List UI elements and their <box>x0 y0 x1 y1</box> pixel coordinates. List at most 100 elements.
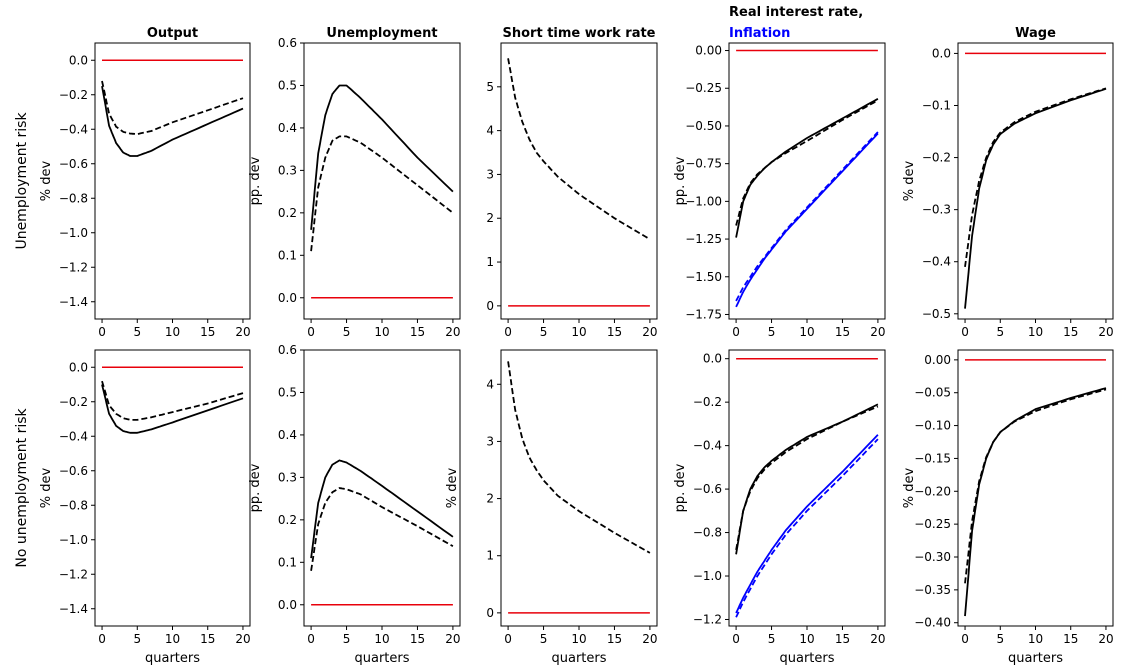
x-tick-label: 20 <box>445 632 460 646</box>
x-tick-label: 0 <box>98 632 106 646</box>
y-tick-label: −0.2 <box>59 88 88 102</box>
y-tick-label: 0 <box>486 606 494 620</box>
y-tick-label: 0.4 <box>278 428 297 442</box>
x-tick-label: 15 <box>607 632 622 646</box>
x-tick-label: 10 <box>165 632 180 646</box>
y-tick-label: −0.2 <box>59 395 88 409</box>
y-tick-label: 0.5 <box>278 385 297 399</box>
black-dashed-series-line <box>310 487 454 571</box>
y-tick-label: −0.25 <box>685 81 722 95</box>
panel-r0-c4: 0 5 10 15 20 0.0 −0.1 −0.2 −0.3 −0.4 −0.5 % dev Wage <box>902 26 1114 339</box>
x-tick-label: 10 <box>799 325 814 339</box>
y-tick-label: 1 <box>486 255 494 269</box>
y-tick-label: −0.50 <box>685 119 722 133</box>
y-tick-label: 0.0 <box>932 46 951 60</box>
black-dashed-series-line <box>507 361 651 554</box>
y-tick-label: −0.6 <box>59 157 88 171</box>
axes-frame <box>957 349 1114 627</box>
y-tick-label: −0.8 <box>693 526 722 540</box>
black-dashed-series-line <box>735 99 879 226</box>
x-tick-label: 10 <box>374 632 389 646</box>
axes-frame <box>94 42 251 320</box>
panel-title: Output <box>147 26 198 41</box>
x-tick-label: 20 <box>642 325 657 339</box>
x-axis-label: quarters <box>551 651 606 666</box>
x-tick-label: 15 <box>1063 632 1078 646</box>
x-tick-label: 10 <box>374 325 389 339</box>
y-tick-label: −0.30 <box>914 550 951 564</box>
x-tick-label: 10 <box>1028 325 1043 339</box>
y-tick-label: −1.4 <box>59 295 88 309</box>
y-tick-label: −0.20 <box>914 484 951 498</box>
y-tick-label: 0.0 <box>278 291 297 305</box>
panel-title: Real interest rate, <box>729 5 863 20</box>
axes-frame <box>94 349 251 627</box>
black-dashed-series-line <box>507 58 651 241</box>
y-tick-label: −0.15 <box>914 451 951 465</box>
row-label-unemployment-risk: Unemployment risk <box>14 112 30 250</box>
x-tick-label: 0 <box>98 325 106 339</box>
y-tick-label: −1.00 <box>685 194 722 208</box>
y-tick-label: 3 <box>486 167 494 181</box>
blue-dashed-series-line <box>735 131 879 302</box>
black-dashed-series-line <box>964 388 1107 584</box>
y-tick-label: −0.8 <box>59 498 88 512</box>
x-tick-label: 10 <box>1028 632 1043 646</box>
y-tick-label: 1 <box>486 549 494 563</box>
x-tick-label: 5 <box>343 325 351 339</box>
y-tick-label: −0.4 <box>59 429 88 443</box>
x-tick-label: 20 <box>642 632 657 646</box>
y-tick-label: 0.0 <box>278 598 297 612</box>
x-tick-label: 0 <box>307 632 315 646</box>
y-axis-label: pp. dev <box>248 156 263 205</box>
x-tick-label: 10 <box>165 325 180 339</box>
y-tick-label: 0.2 <box>278 206 297 220</box>
panel-title: Wage <box>1015 26 1056 41</box>
x-tick-label: 20 <box>235 325 250 339</box>
x-tick-label: 15 <box>835 325 850 339</box>
row-label-no-unemployment-risk: No unemployment risk <box>14 408 30 568</box>
blue-dashed-series-line <box>735 438 879 618</box>
x-tick-label: 15 <box>410 632 425 646</box>
y-tick-label: 0.1 <box>278 555 297 569</box>
x-tick-label: 0 <box>961 325 969 339</box>
black-solid-series-line <box>310 459 454 559</box>
panel-title: Short time work rate <box>503 26 656 41</box>
y-tick-label: −0.35 <box>914 583 951 597</box>
x-axis-label: quarters <box>354 651 409 666</box>
y-axis-label: % dev <box>902 160 917 201</box>
y-axis-label: pp. dev <box>673 463 688 512</box>
y-axis-label: % dev <box>902 467 917 508</box>
axes-frame <box>303 42 461 320</box>
x-axis-label: quarters <box>779 651 834 666</box>
black-solid-series-line <box>735 403 879 555</box>
panel-r1-c0: 0 5 10 15 20 0.0 −0.2 −0.4 −0.6 −0.8 −1.0 −1.2 −1.4%… <box>39 349 251 666</box>
black-solid-series-line <box>964 87 1107 309</box>
y-tick-label: −0.4 <box>693 439 722 453</box>
blue-solid-series-line <box>735 434 879 614</box>
x-tick-label: 0 <box>504 632 512 646</box>
x-tick-label: 20 <box>1098 325 1113 339</box>
x-tick-label: 15 <box>607 325 622 339</box>
y-tick-label: −0.4 <box>59 122 88 136</box>
y-tick-label: −1.50 <box>685 270 722 284</box>
x-tick-label: 5 <box>343 632 351 646</box>
y-tick-label: 0.4 <box>278 121 297 135</box>
y-axis-label: % dev <box>39 467 54 508</box>
black-solid-series-line <box>310 84 454 230</box>
y-tick-label: −1.2 <box>59 567 88 581</box>
x-tick-label: 5 <box>133 325 141 339</box>
black-dashed-series-line <box>101 380 244 421</box>
black-dashed-series-line <box>310 135 454 252</box>
axes-frame <box>500 42 658 320</box>
panel-r1-c1: 0 5 10 15 20 0.0 0.1 0.2 0.3 0.4 0.5 0.6 pp. dev quar… <box>248 343 461 666</box>
x-tick-label: 15 <box>835 632 850 646</box>
black-solid-series-line <box>735 98 879 238</box>
x-tick-label: 5 <box>540 325 548 339</box>
y-tick-label: 0.0 <box>703 352 722 366</box>
y-tick-label: 0.5 <box>278 78 297 92</box>
panel-title-second-line: Inflation <box>729 26 790 41</box>
y-tick-label: 0.3 <box>278 163 297 177</box>
y-tick-label: −0.10 <box>914 419 951 433</box>
x-tick-label: 20 <box>1098 632 1113 646</box>
